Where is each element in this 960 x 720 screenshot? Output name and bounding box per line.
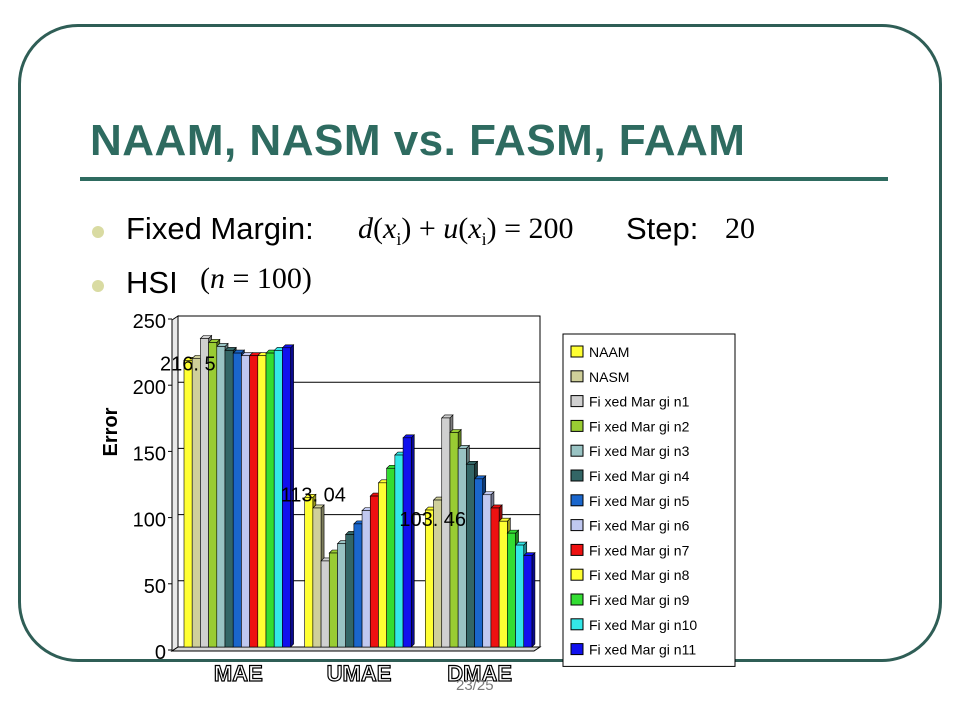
bar <box>441 417 451 648</box>
bar <box>241 355 250 648</box>
x-tick-label: UMAE <box>327 661 392 686</box>
legend-entry: Fi xed Mar gi n7 <box>589 542 690 558</box>
bar <box>490 507 500 648</box>
legend-swatch <box>570 618 584 631</box>
step-value: 20 <box>725 212 755 245</box>
bar <box>498 520 508 648</box>
data-label: 113. 04 <box>281 484 346 506</box>
bar <box>361 510 371 648</box>
bar <box>353 523 363 648</box>
slide-title: NAAM, NASM vs. FASM, FAAM <box>90 116 746 165</box>
bar <box>249 355 259 648</box>
page-number: 23/25 <box>456 677 494 694</box>
legend-swatch <box>570 494 584 507</box>
y-tick-label: 0 <box>155 642 166 664</box>
legend-entry: Fi xed Mar gi n9 <box>589 592 690 608</box>
x-tick-label: DMAE <box>447 661 512 686</box>
bar <box>257 355 267 648</box>
legend-swatch <box>570 395 584 408</box>
hsi-label: HSI <box>126 265 178 300</box>
bullet-dot-1 <box>92 226 104 238</box>
legend-swatch <box>570 643 584 656</box>
plot-floor <box>170 646 542 652</box>
bar <box>216 346 226 648</box>
bar-side <box>410 434 415 648</box>
bar <box>232 352 242 648</box>
bar <box>523 555 533 648</box>
legend-entry: Fi xed Mar gi n5 <box>589 493 690 509</box>
bar <box>474 478 484 648</box>
bar <box>320 560 330 648</box>
bar <box>449 432 459 648</box>
y-tick-label: 50 <box>144 576 166 598</box>
bar <box>386 467 396 648</box>
legend-entry: Fi xed Mar gi n8 <box>589 567 690 583</box>
legend-swatch <box>570 345 584 358</box>
y-tick-label: 100 <box>133 510 166 532</box>
step-label: Step: <box>626 211 699 246</box>
legend-swatch <box>570 419 584 432</box>
legend-swatch <box>570 543 584 556</box>
y-tick-label: 250 <box>133 311 166 333</box>
bar <box>304 497 314 648</box>
bar <box>482 494 492 648</box>
bar <box>466 463 475 648</box>
legend-entry: Fi xed Mar gi n1 <box>589 394 690 410</box>
legend-entry: Fi xed Mar gi n3 <box>589 443 690 459</box>
bar <box>515 544 525 648</box>
y-tick-label: 200 <box>133 377 166 399</box>
legend-entry: Fi xed Mar gi n4 <box>589 468 690 484</box>
bar <box>282 347 291 648</box>
bar <box>345 534 355 648</box>
data-label: 103. 46 <box>399 509 466 531</box>
bar-side <box>531 551 536 648</box>
legend-box <box>562 333 736 667</box>
fixed-margin-formula: d(xi) + u(xi) = 200 <box>358 212 574 249</box>
x-tick-label: MAE <box>214 661 263 686</box>
legend-swatch <box>570 370 584 383</box>
legend-swatch <box>570 568 584 581</box>
legend-entry: NAAM <box>589 344 629 360</box>
data-label: 216. 5 <box>160 353 216 375</box>
bar <box>328 552 338 648</box>
bullet-dot-2 <box>92 280 104 292</box>
title-underline <box>80 177 888 181</box>
bar <box>191 358 201 648</box>
bar <box>402 437 412 648</box>
legend-entry: Fi xed Mar gi n11 <box>589 642 696 658</box>
bar <box>394 454 404 648</box>
bar <box>507 532 516 648</box>
fixed-margin-label: Fixed Margin: <box>126 211 314 246</box>
hsi-formula: (n = 100) <box>200 262 312 295</box>
legend-swatch <box>570 444 584 457</box>
bar <box>183 360 193 648</box>
bar <box>200 338 209 648</box>
bar <box>265 352 275 648</box>
legend-entry: Fi xed Mar gi n2 <box>589 418 690 434</box>
y-tick-label: 150 <box>133 443 166 465</box>
legend-entry: Fi xed Mar gi n6 <box>589 518 690 534</box>
slide-frame <box>18 24 942 662</box>
legend-entry: NASM <box>589 369 629 385</box>
bar <box>369 495 379 648</box>
bar <box>208 342 218 648</box>
bar <box>378 482 387 648</box>
bar <box>224 350 234 648</box>
legend-entry: Fi xed Mar gi n10 <box>589 617 697 633</box>
legend-swatch <box>570 469 584 482</box>
bar <box>457 448 467 648</box>
bar <box>312 507 322 648</box>
y-axis-label: Error <box>100 407 122 456</box>
bar <box>337 543 346 648</box>
legend-swatch <box>570 519 584 532</box>
legend-swatch <box>570 593 584 606</box>
